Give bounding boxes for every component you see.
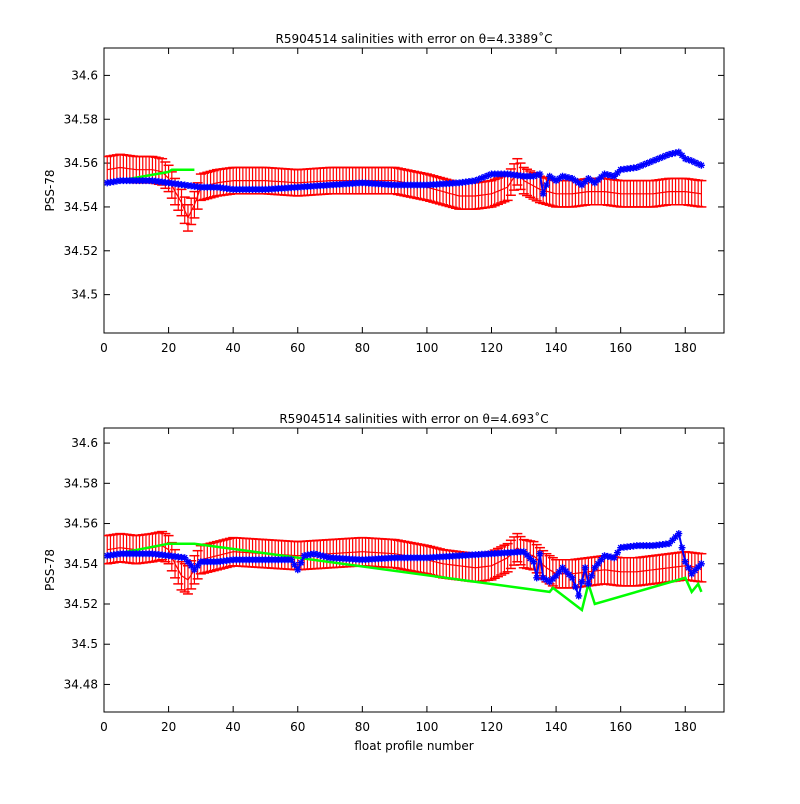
x-axis-label: float profile number: [354, 739, 473, 753]
original-salinity-line: [106, 168, 195, 185]
x-tick-label: 60: [290, 720, 305, 734]
x-tick-label: 160: [609, 341, 632, 355]
y-axis-label: PSS-78: [43, 549, 57, 591]
x-tick-label: 140: [545, 720, 568, 734]
y-tick-label: 34.5: [71, 637, 98, 651]
x-tick-label: 40: [226, 720, 241, 734]
corrected-point: [697, 560, 705, 568]
corrected-salinity-line: [107, 531, 703, 600]
y-tick-label: 34.52: [64, 597, 98, 611]
chart-title: R5904514 salinities with error on θ=4.33…: [276, 31, 553, 46]
x-tick-label: 40: [226, 341, 241, 355]
x-tick-label: 120: [480, 720, 503, 734]
x-tick-label: 0: [100, 720, 108, 734]
y-tick-label: 34.56: [64, 517, 98, 531]
y-tick-label: 34.52: [64, 244, 98, 258]
x-tick-label: 140: [545, 341, 568, 355]
original-salinity-line: [106, 542, 703, 613]
corrected-salinity-line: [107, 150, 702, 198]
y-axis-label: PSS-78: [43, 169, 57, 211]
x-tick-label: 100: [415, 341, 438, 355]
chart-title: R5904514 salinities with error on θ=4.69…: [279, 411, 548, 426]
y-tick-label: 34.58: [64, 112, 98, 126]
x-tick-label: 180: [674, 720, 697, 734]
data-layer: [104, 148, 707, 232]
y-tick-label: 34.48: [64, 677, 98, 691]
data-layer: [104, 530, 707, 613]
chart-panel-1: R5904514 salinities with error on θ=4.33…: [43, 31, 725, 355]
x-tick-label: 100: [415, 720, 438, 734]
y-tick-label: 34.54: [64, 557, 98, 571]
x-tick-label: 180: [674, 341, 697, 355]
x-tick-label: 120: [480, 341, 503, 355]
x-tick-label: 80: [355, 341, 370, 355]
x-tick-label: 20: [161, 720, 176, 734]
y-tick-label: 34.54: [64, 200, 98, 214]
x-tick-label: 160: [609, 720, 632, 734]
x-tick-label: 80: [355, 720, 370, 734]
x-tick-label: 60: [290, 341, 305, 355]
x-tick-label: 0: [100, 341, 108, 355]
chart-panel-2: R5904514 salinities with error on θ=4.69…: [43, 411, 725, 753]
y-tick-label: 34.56: [64, 156, 98, 170]
y-tick-label: 34.6: [71, 68, 98, 82]
x-tick-label: 20: [161, 341, 176, 355]
y-tick-label: 34.6: [71, 436, 98, 450]
y-tick-label: 34.58: [64, 476, 98, 490]
y-tick-label: 34.5: [71, 288, 98, 302]
